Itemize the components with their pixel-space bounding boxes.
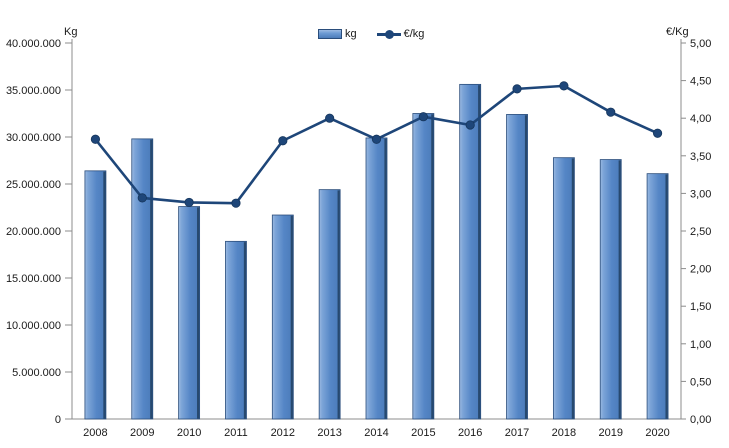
legend-item-eur-kg: €/kg: [376, 28, 425, 40]
bar-2015: [412, 113, 435, 420]
bar-2008: [84, 170, 107, 420]
left-axis-tick-label: 5.000.000: [12, 367, 61, 379]
right-axis-tick-label: 2,00: [690, 264, 711, 276]
bar-2017: [506, 114, 528, 420]
x-axis-label-2015: 2015: [411, 427, 435, 439]
line-point-2008: [90, 134, 101, 144]
line-point-2010: [184, 197, 194, 208]
bar-2018: [552, 157, 575, 420]
x-axis-label-2013: 2013: [317, 427, 341, 439]
bar-shade-2011: [243, 242, 247, 419]
bar-shade-2014: [384, 138, 387, 419]
bar-shade-2015: [431, 114, 434, 419]
bar-shade-2020: [665, 174, 668, 419]
right-axis-tick-label: 2,50: [690, 226, 711, 238]
x-axis-label-2017: 2017: [505, 427, 529, 439]
bar-2014: [365, 137, 388, 420]
bar-2010: [178, 206, 201, 420]
x-axis-label-2010: 2010: [177, 427, 201, 439]
bar-2009: [131, 138, 154, 420]
x-axis-label-2014: 2014: [364, 427, 388, 439]
bar-shade-2017: [524, 115, 528, 419]
right-axis-tick-label: 3,50: [690, 151, 711, 163]
legend: kg €/kg: [318, 28, 424, 40]
x-axis-label-2016: 2016: [458, 427, 482, 439]
left-axis-tick-label: 10.000.000: [6, 320, 61, 332]
left-axis-tick-label: 25.000.000: [6, 179, 61, 191]
line-point-2013: [325, 113, 335, 123]
bar-2011: [225, 240, 247, 420]
x-axis-label-2011: 2011: [224, 427, 248, 439]
bar-series-swatch-icon: [318, 29, 342, 39]
legend-item-kg: kg: [318, 28, 357, 40]
line-series-swatch-icon: [376, 29, 401, 39]
legend-label-kg: kg: [345, 28, 357, 40]
x-axis-label-2018: 2018: [552, 427, 576, 439]
bar-2019: [599, 159, 622, 420]
right-axis-tick-label: 1,50: [690, 301, 711, 313]
right-axis-tick-label: 3,00: [690, 188, 711, 200]
line-point-2016: [465, 120, 475, 130]
left-axis-title: Kg: [64, 26, 78, 38]
x-axis-label-2020: 2020: [645, 427, 669, 439]
bar-shade-2009: [150, 139, 153, 419]
x-axis-label-2008: 2008: [83, 427, 107, 439]
bar-shade-2013: [337, 190, 340, 419]
left-axis-tick-label: 15.000.000: [6, 273, 61, 285]
right-axis-tick-label: 1,00: [690, 339, 711, 351]
legend-label-eur-kg: €/kg: [403, 28, 425, 40]
bar-shade-2018: [571, 158, 574, 419]
right-axis-tick-label: 4,00: [690, 113, 711, 125]
bar-2020: [646, 173, 669, 420]
right-axis-tick-label: 5,00: [690, 38, 711, 50]
bar-2012: [271, 214, 294, 420]
bar-shade-2019: [618, 160, 621, 419]
x-axis-label-2012: 2012: [271, 427, 295, 439]
x-axis-label-2009: 2009: [130, 427, 154, 439]
bar-shade-2008: [103, 171, 106, 419]
left-axis-tick-label: 40.000.000: [6, 38, 61, 50]
line-point-2012: [278, 136, 288, 146]
left-axis-tick-label: 0: [55, 414, 61, 426]
right-axis-tick-label: 4,50: [690, 76, 711, 88]
bar-shade-2010: [197, 207, 200, 419]
bar-2016: [459, 83, 482, 420]
line-point-2011: [231, 198, 241, 208]
line-point-2014: [371, 134, 382, 144]
bar-shade-2012: [290, 215, 293, 419]
line-point-2018: [559, 81, 569, 91]
right-axis-tick-label: 0,50: [690, 376, 711, 388]
line-point-2009: [137, 193, 147, 203]
line-point-2015: [418, 112, 428, 122]
bar-2013: [318, 189, 341, 420]
line-point-2019: [606, 107, 616, 117]
left-axis-tick-label: 20.000.000: [6, 226, 61, 238]
bar-shade-2016: [478, 85, 481, 419]
right-axis-tick-label: 0,00: [690, 414, 711, 426]
line-point-2017: [512, 84, 522, 94]
right-axis-title: €/Kg: [666, 26, 689, 38]
left-axis-tick-label: 35.000.000: [6, 85, 61, 97]
line-point-2020: [652, 128, 663, 138]
left-axis-tick-label: 30.000.000: [6, 132, 61, 144]
x-axis-label-2019: 2019: [598, 427, 622, 439]
